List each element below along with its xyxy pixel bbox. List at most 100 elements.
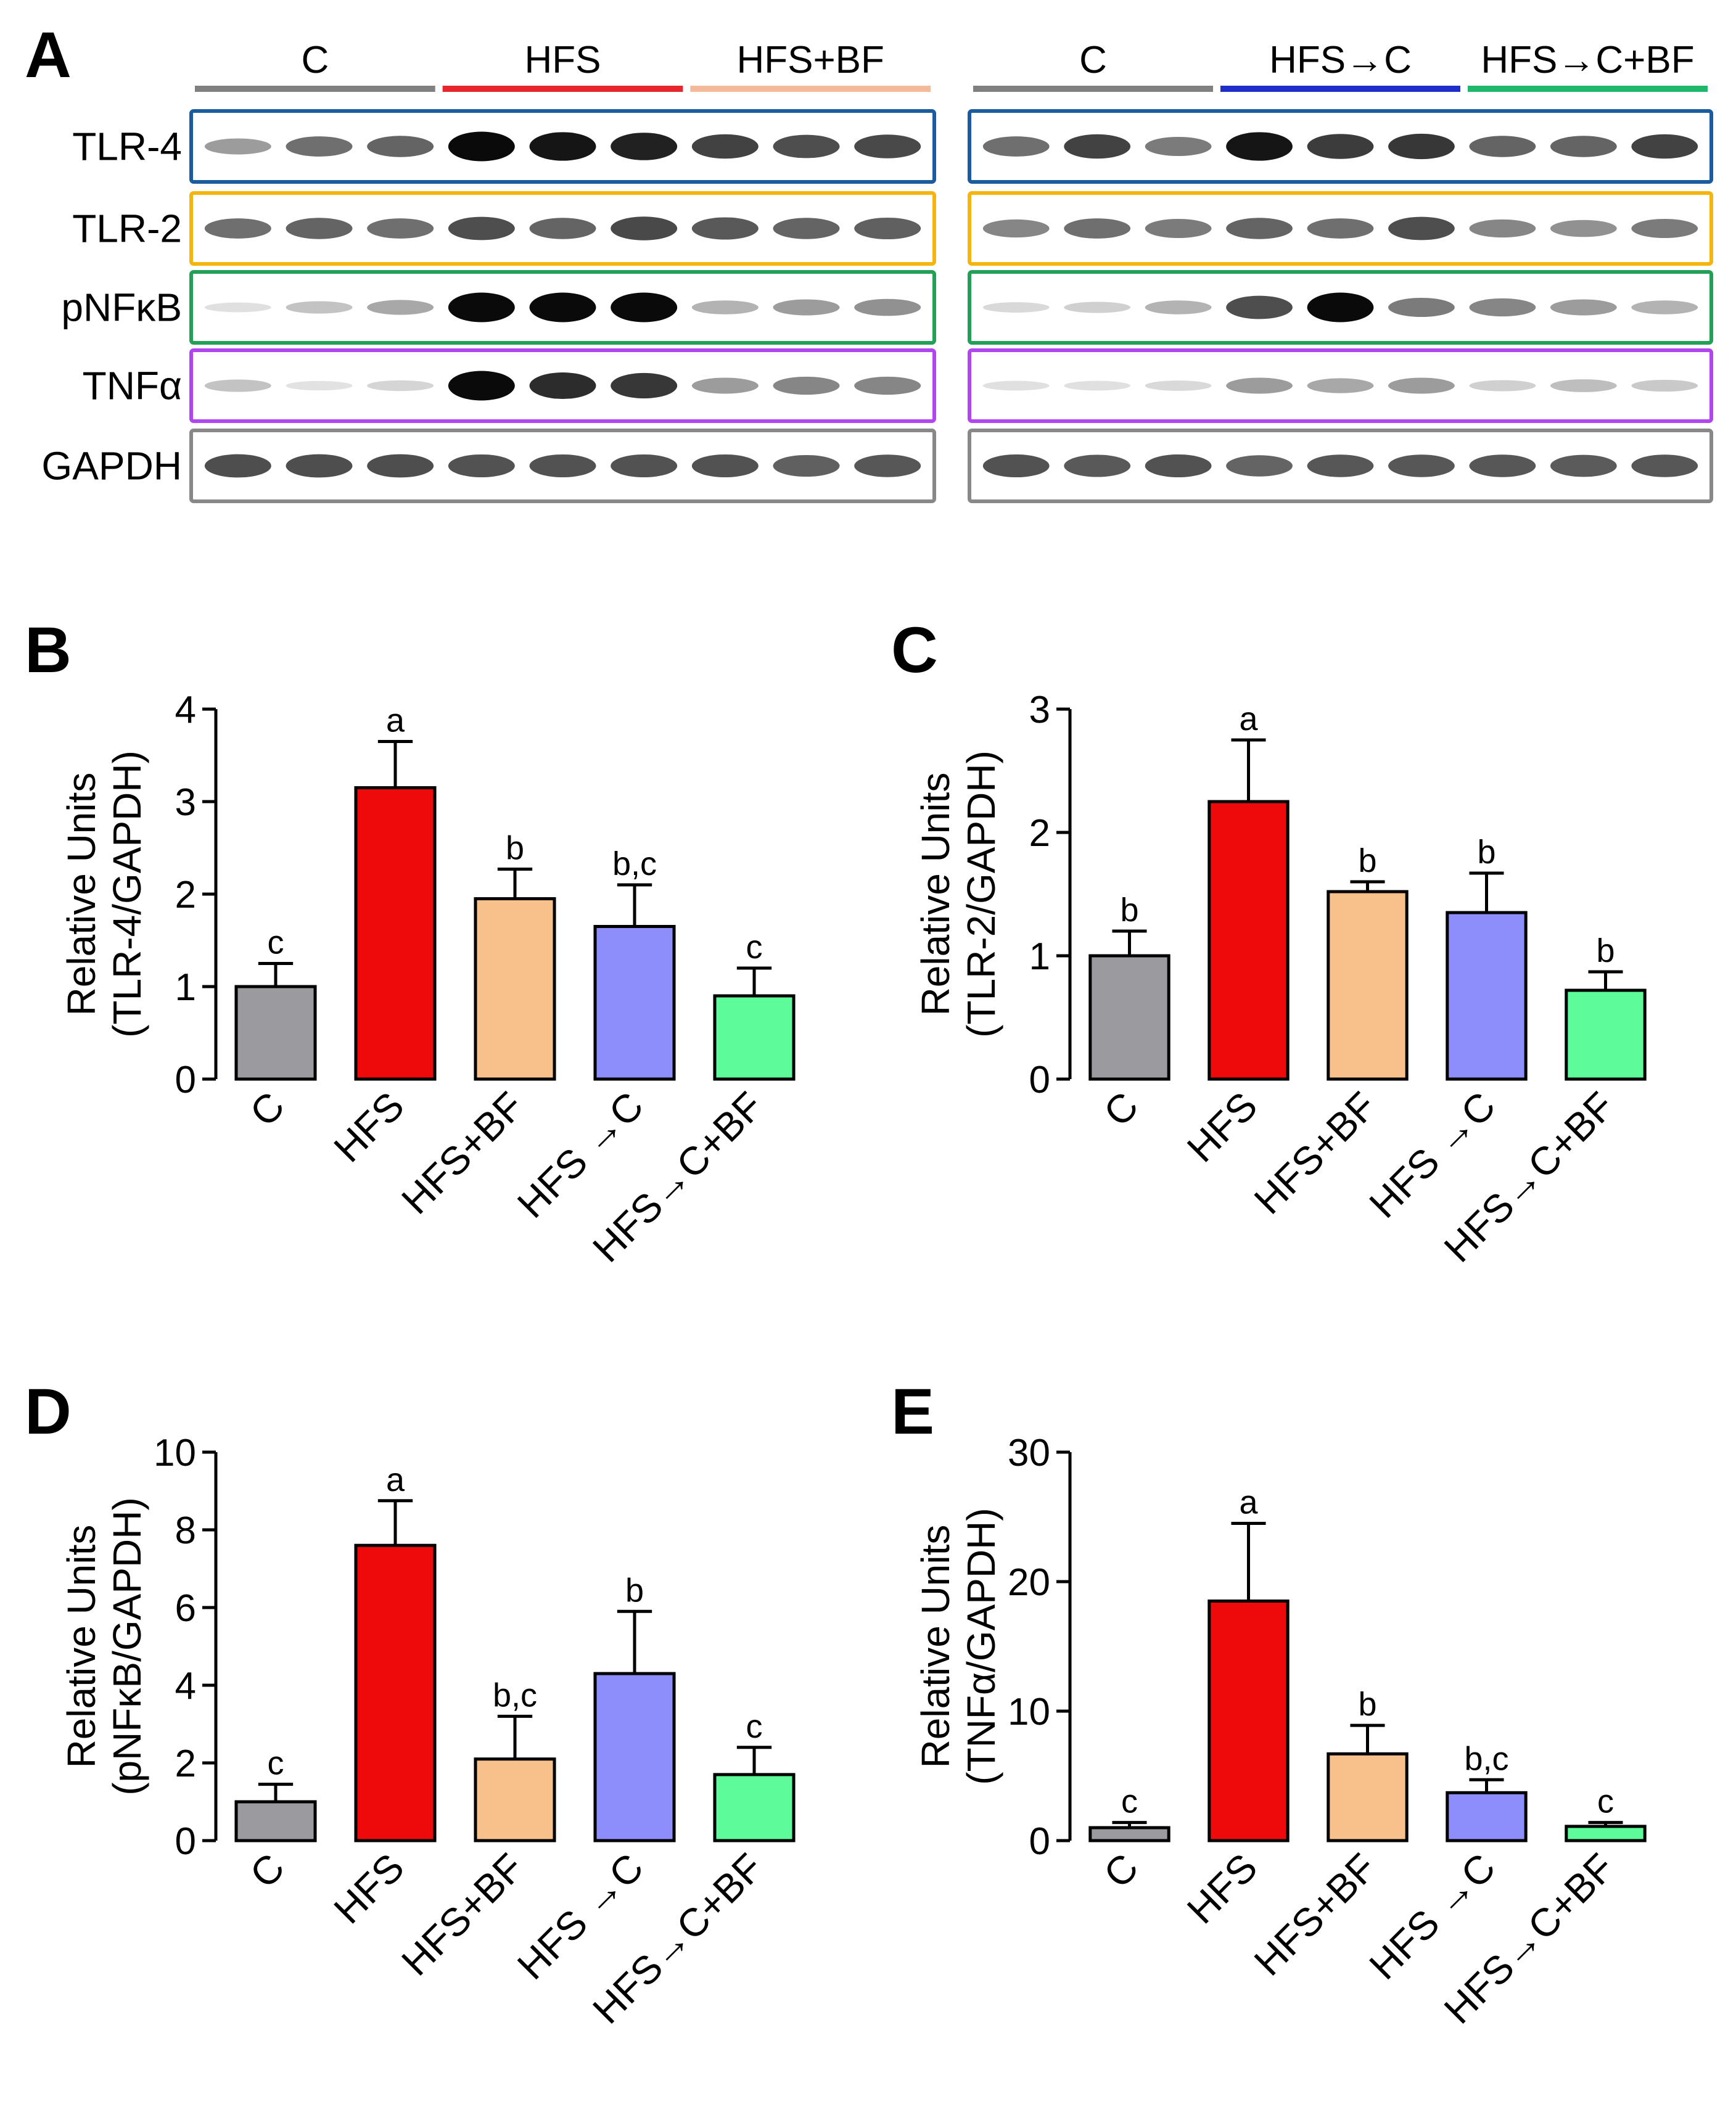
chart-b-y-tick-label-0: 0 [175, 1059, 196, 1101]
left-band-tnf-lane-8 [773, 376, 840, 395]
left-band-pnf-b-lane-9 [854, 298, 921, 316]
right-band-gapdh-lane-5 [1307, 454, 1374, 477]
left-band-gapdh-lane-5 [529, 454, 596, 478]
chart-d-y-tick-label-2: 2 [175, 1743, 196, 1785]
right-band-pnf-b-lane-7 [1469, 298, 1536, 317]
right-band-tlr-4-lane-1 [982, 136, 1050, 157]
right-band-pnf-b-lane-6 [1388, 298, 1455, 317]
chart-e-y-tick-label-0: 0 [1029, 1820, 1050, 1863]
right-group-label-hfs-c-bf: HFS→C+BF [1481, 39, 1694, 81]
chart-b-bar-c [234, 985, 317, 1081]
chart-b-y-tick-label-4: 4 [175, 689, 196, 731]
left-band-tnf-lane-6 [611, 372, 678, 399]
chart-c-bar-hfs-c [1446, 911, 1528, 1081]
right-band-pnf-b-lane-4 [1226, 295, 1293, 319]
chart-c-sig-letter-4: b [1477, 834, 1495, 871]
chart-d-y-tick-label-4: 4 [175, 1665, 196, 1707]
right-band-tnf-lane-4 [1226, 377, 1293, 394]
left-band-tnf-lane-3 [367, 380, 434, 392]
right-band-tnf-lane-8 [1550, 379, 1617, 392]
right-band-tlr-2-lane-1 [982, 219, 1050, 238]
right-band-tlr-4-lane-7 [1469, 136, 1536, 157]
right-band-tnf-lane-2 [1064, 380, 1131, 391]
chart-b-bar-hfs-c [593, 925, 676, 1081]
chart-c-sig-letter-3: b [1358, 842, 1376, 879]
chart-d-sig-letter-5: c [746, 1708, 763, 1745]
chart-b-sig-letter-1: c [268, 924, 284, 961]
left-band-gapdh-lane-2 [286, 454, 353, 478]
right-band-gapdh-lane-9 [1631, 454, 1698, 477]
left-band-tnf-lane-2 [286, 380, 353, 391]
chart-e-y-axis-title: Relative Units [913, 1525, 958, 1768]
left-band-tnf-lane-4 [448, 371, 515, 401]
left-band-gapdh-lane-3 [367, 454, 434, 478]
left-band-tlr-4-lane-7 [691, 134, 759, 159]
right-band-gapdh-lane-1 [982, 454, 1050, 478]
chart-b-sig-letter-2: a [386, 702, 405, 739]
right-band-gapdh-lane-4 [1226, 455, 1293, 477]
chart-e-bar-c [1088, 1826, 1170, 1842]
chart-b-y-tick-label-3: 3 [175, 781, 196, 824]
chart-d-sig-letter-2: a [386, 1461, 405, 1498]
right-band-gapdh-lane-6 [1388, 454, 1455, 477]
left-band-tnf-lane-9 [854, 376, 921, 395]
left-band-pnf-b-lane-4 [448, 292, 515, 322]
chart-e-sig-letter-4: b,c [1464, 1740, 1508, 1777]
left-band-tlr-4-lane-2 [286, 136, 353, 157]
right-band-tlr-2-lane-5 [1307, 218, 1374, 239]
right-band-pnf-b-lane-5 [1307, 292, 1374, 322]
left-group-label-hfs-bf: HFS+BF [736, 39, 884, 81]
chart-e-sig-letter-3: b [1358, 1686, 1376, 1723]
right-group-label-hfs-c: HFS→C [1269, 39, 1412, 81]
left-band-tlr-4-lane-3 [367, 136, 434, 157]
right-band-tlr-4-lane-2 [1064, 134, 1131, 159]
chart-c-y-axis-title: Relative Units [913, 773, 958, 1016]
left-band-pnf-b-lane-5 [529, 292, 596, 322]
chart-d-sig-letter-3: b,c [493, 1677, 537, 1714]
chart-b-bar-hfs [354, 786, 437, 1081]
chart-e-sig-letter-5: c [1597, 1783, 1614, 1820]
chart-d-bar-hfs [354, 1543, 437, 1842]
left-band-tlr-4-lane-5 [529, 132, 596, 161]
left-band-tnf-lane-5 [529, 372, 596, 399]
right-band-tnf-lane-1 [982, 380, 1050, 391]
chart-c-bar-hfs [1207, 800, 1290, 1081]
chart-d-bar-c [234, 1800, 317, 1842]
right-band-pnf-b-lane-3 [1145, 300, 1212, 314]
left-band-tlr-2-lane-5 [529, 218, 596, 239]
left-band-tnf-lane-7 [691, 377, 759, 394]
row-label-gapdh: GAPDH [41, 444, 182, 488]
left-group-label-c: C [301, 39, 329, 81]
chart-d-y-axis-title: Relative Units [59, 1525, 104, 1768]
right-band-tlr-4-lane-5 [1307, 134, 1374, 159]
right-band-tlr-2-lane-6 [1388, 216, 1455, 240]
right-band-pnf-b-lane-8 [1550, 299, 1617, 316]
left-group-label-hfs: HFS [525, 39, 601, 81]
right-band-pnf-b-lane-9 [1631, 300, 1698, 314]
chart-d-bar-hfs-c-bf [713, 1773, 796, 1842]
chart-b-y-axis-title: Relative Units [59, 773, 104, 1016]
chart-e-y-tick-label-30: 30 [1008, 1432, 1050, 1474]
left-band-tlr-4-lane-4 [448, 131, 515, 162]
left-band-pnf-b-lane-6 [611, 292, 678, 322]
chart-d-bar-hfs-bf [474, 1757, 556, 1842]
right-band-tnf-lane-3 [1145, 380, 1212, 391]
panel-label-b: B [25, 614, 72, 686]
chart-d-sig-letter-4: b [625, 1572, 644, 1609]
left-band-gapdh-lane-6 [611, 454, 678, 478]
right-band-tlr-2-lane-3 [1145, 219, 1212, 238]
chart-d-bar-hfs-c [593, 1672, 676, 1842]
left-band-pnf-b-lane-7 [691, 300, 759, 314]
right-band-tlr-4-lane-3 [1145, 137, 1212, 156]
right-band-tnf-lane-7 [1469, 380, 1536, 392]
panel-label-e: E [891, 1376, 934, 1448]
row-label-pnf-b: pNFκB [61, 285, 182, 330]
chart-b-y-axis-subtitle: (TLR-4/GAPDH) [105, 750, 149, 1038]
right-band-tlr-2-lane-7 [1469, 219, 1536, 238]
chart-e-bar-hfs-bf [1327, 1752, 1409, 1842]
chart-c-sig-letter-2: a [1239, 700, 1258, 737]
right-band-tlr-2-lane-4 [1226, 218, 1293, 239]
chart-e-bar-hfs [1207, 1600, 1290, 1842]
chart-e-bar-hfs-c [1446, 1791, 1528, 1842]
row-label-tlr-4: TLR-4 [72, 125, 182, 169]
